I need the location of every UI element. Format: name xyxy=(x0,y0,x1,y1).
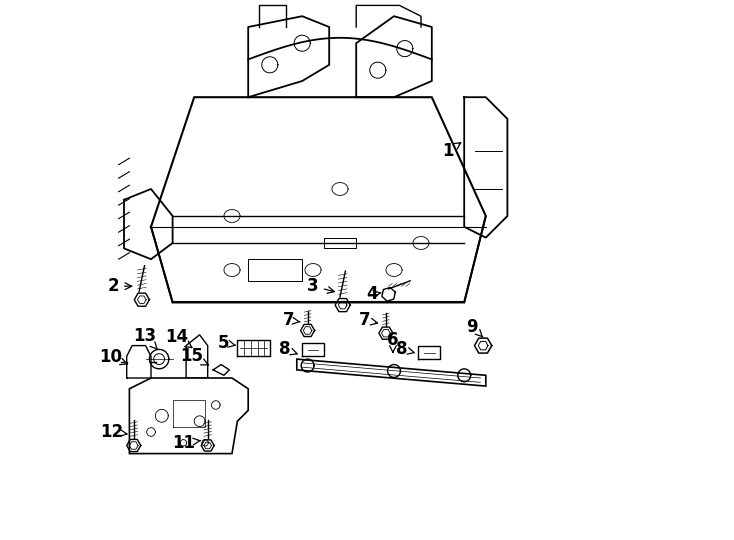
Polygon shape xyxy=(297,359,486,386)
Text: 3: 3 xyxy=(308,277,334,295)
Text: 5: 5 xyxy=(218,334,236,352)
Text: 9: 9 xyxy=(467,318,483,338)
Text: 10: 10 xyxy=(99,348,128,367)
Text: 12: 12 xyxy=(101,423,127,441)
Text: 8: 8 xyxy=(396,340,414,359)
Text: 7: 7 xyxy=(358,311,377,329)
Text: 1: 1 xyxy=(443,142,461,160)
Text: 13: 13 xyxy=(133,327,158,350)
Text: 15: 15 xyxy=(180,347,208,366)
Text: 7: 7 xyxy=(283,311,300,329)
Text: 11: 11 xyxy=(172,434,200,452)
Text: 2: 2 xyxy=(107,277,131,295)
Polygon shape xyxy=(129,378,248,454)
Text: 6: 6 xyxy=(387,331,399,353)
Text: 14: 14 xyxy=(165,328,192,348)
Text: 8: 8 xyxy=(279,340,297,359)
Text: 4: 4 xyxy=(366,285,381,303)
